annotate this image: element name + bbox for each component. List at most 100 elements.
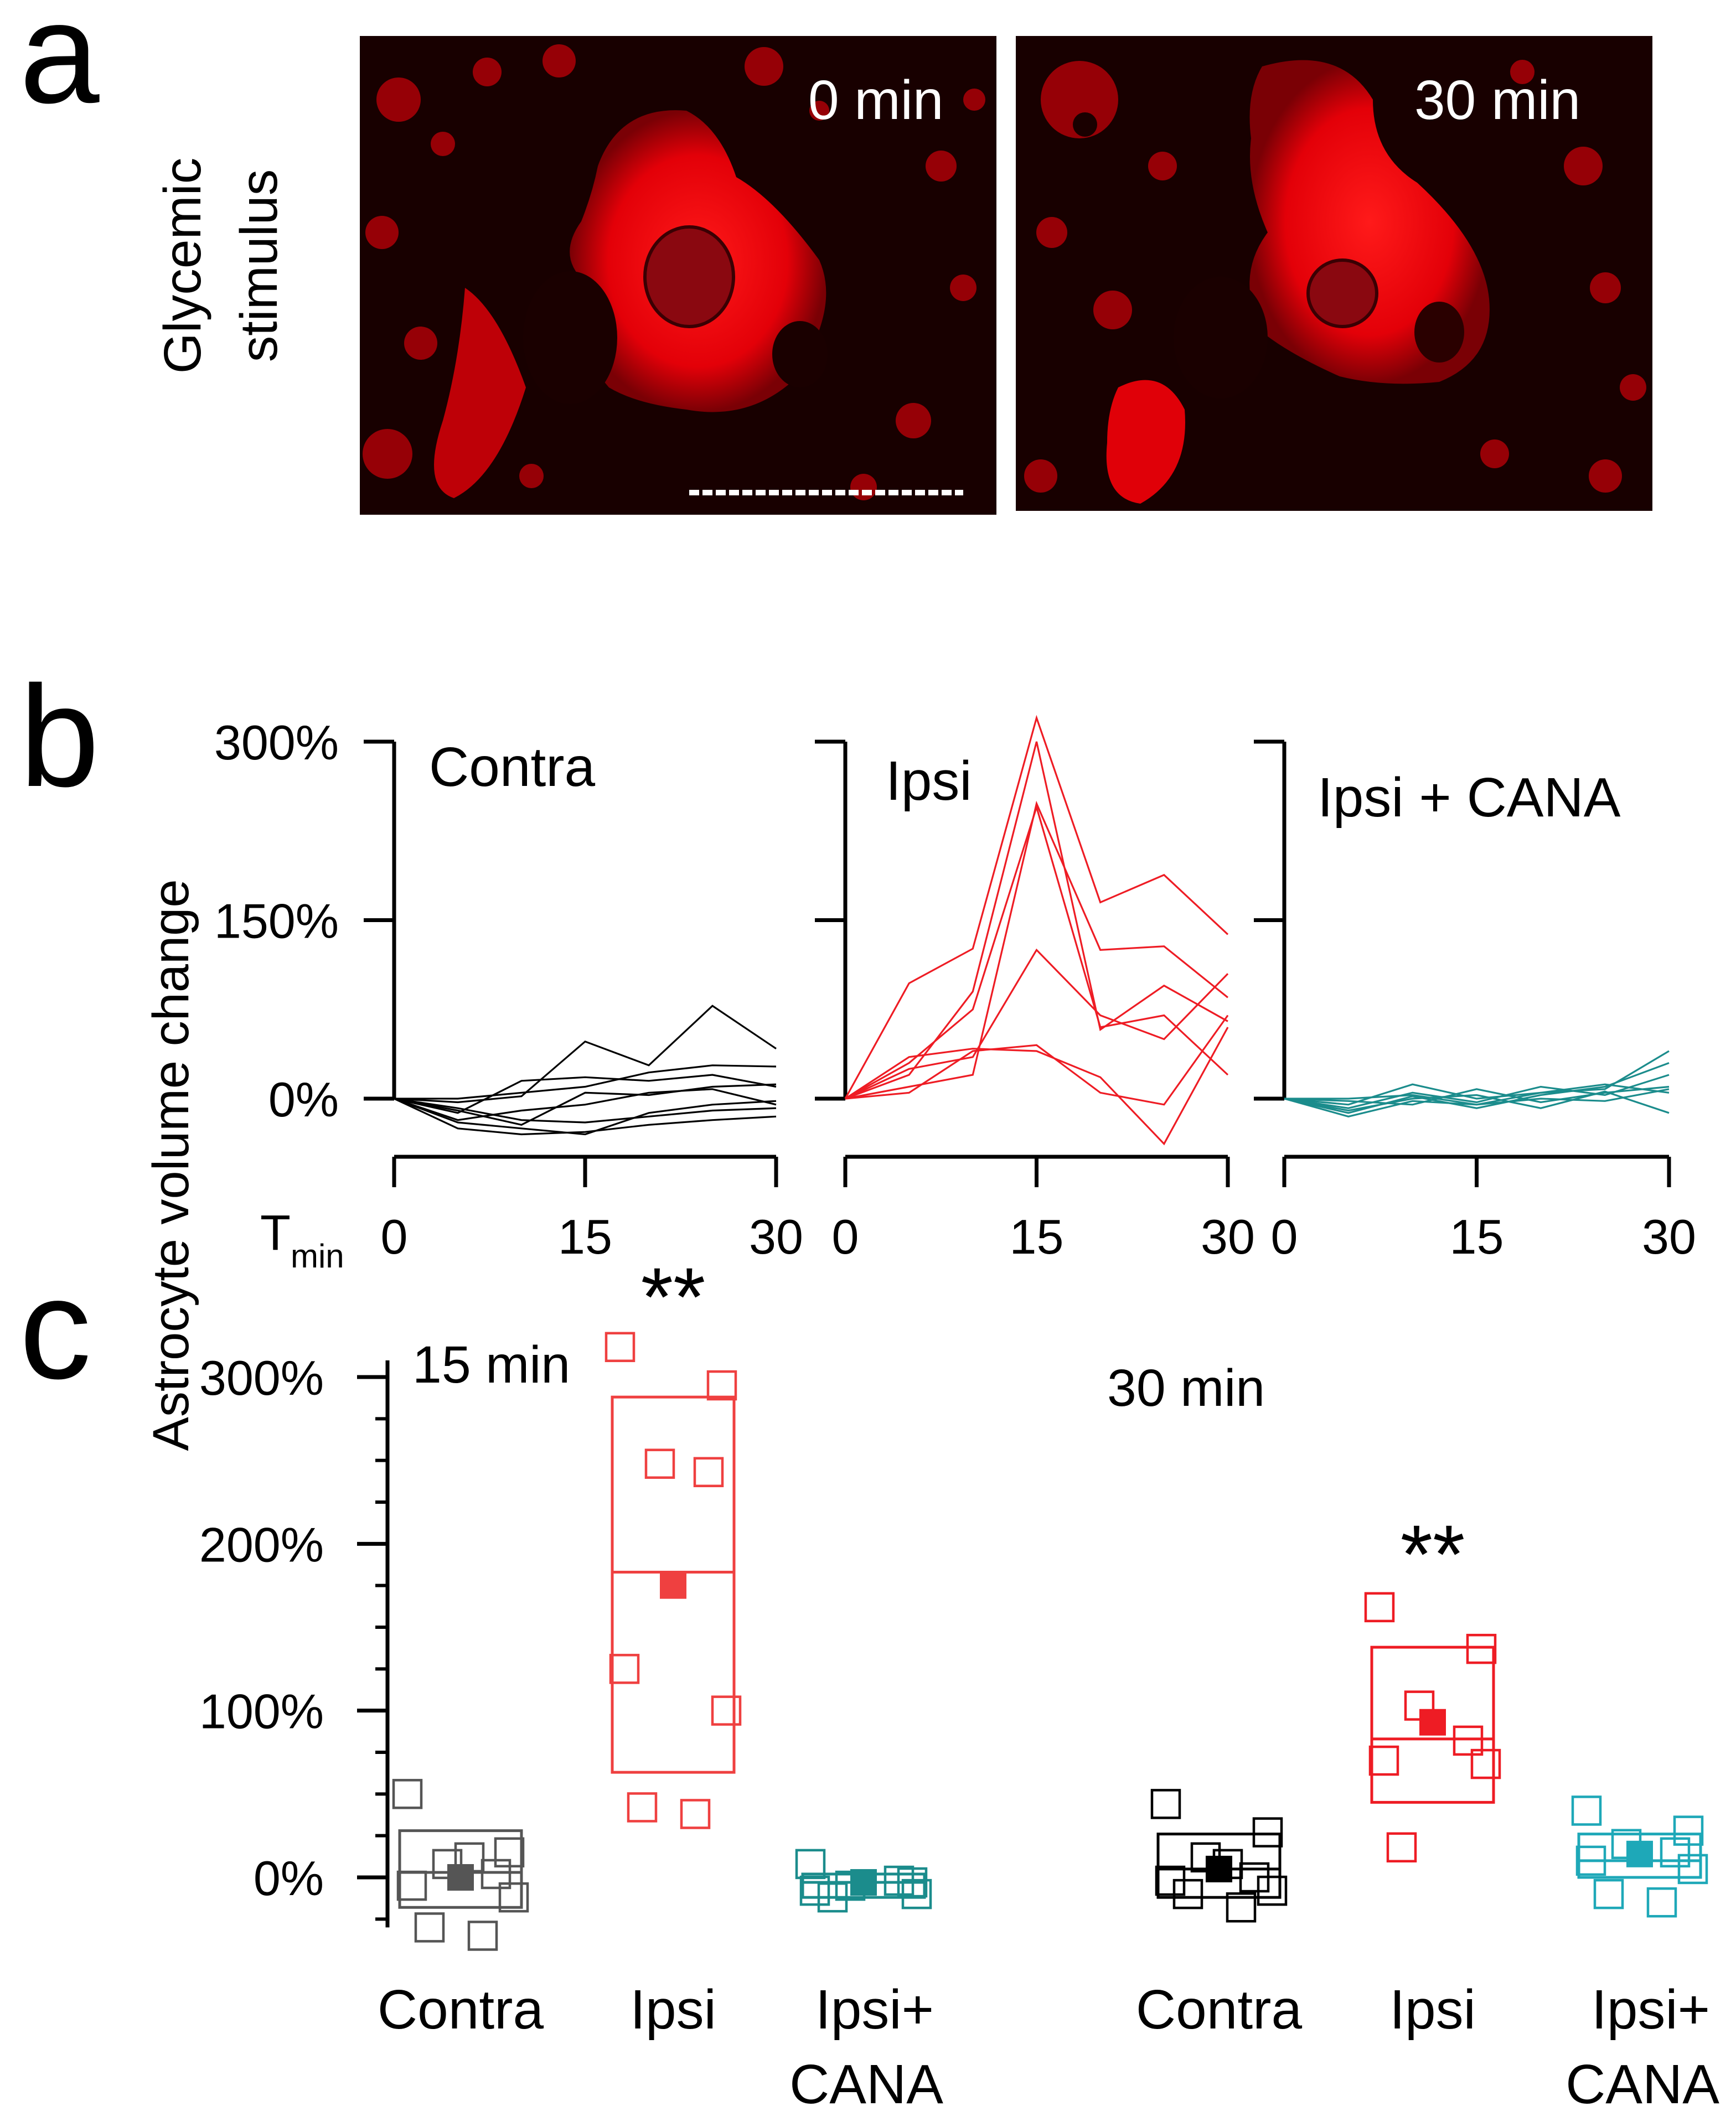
micrograph-30min bbox=[1016, 36, 1652, 511]
series-line-3 bbox=[394, 1074, 777, 1114]
series-line-6 bbox=[1284, 1083, 1670, 1106]
c-category-label: Ipsi+ bbox=[815, 1979, 934, 2041]
c-mean-marker bbox=[1626, 1840, 1653, 1867]
nucleus-0min bbox=[643, 225, 735, 328]
c-category-label: Ipsi bbox=[630, 1979, 716, 2041]
series-line-0 bbox=[1284, 1050, 1670, 1106]
c-y-tick-label: 200% bbox=[199, 1517, 324, 1572]
c-data-point bbox=[467, 1921, 498, 1951]
c-mean-marker bbox=[660, 1572, 686, 1599]
c-data-point bbox=[1386, 1832, 1417, 1863]
x-tick-label: 15 bbox=[1450, 1209, 1504, 1264]
c-data-point bbox=[1252, 1817, 1283, 1847]
c-group-2: Ipsi+ CANA bbox=[1566, 1795, 1719, 2115]
c-data-point bbox=[1575, 1845, 1606, 1876]
c-data-point bbox=[1593, 1878, 1624, 1909]
c-group-2: Ipsi+ CANA bbox=[789, 1849, 943, 2115]
panel-b-ylabel: Astrocyte volume change bbox=[143, 879, 199, 1451]
c-category-label: Ipsi bbox=[1389, 1979, 1476, 2041]
c-y-tick-label: 300% bbox=[199, 1350, 324, 1405]
series-line-0 bbox=[394, 1083, 777, 1126]
c-panel-label: 15 min bbox=[412, 1336, 570, 1394]
series-line-4 bbox=[394, 1088, 777, 1121]
x-tick-label: 15 bbox=[1010, 1209, 1064, 1264]
series-line-6 bbox=[845, 1027, 1229, 1146]
c-data-point bbox=[1257, 1875, 1288, 1906]
c-data-point bbox=[627, 1792, 658, 1823]
series-line-2 bbox=[1284, 1085, 1670, 1106]
c-box bbox=[398, 1829, 523, 1909]
series-line-5 bbox=[845, 1015, 1229, 1106]
time-label-0min: 0 min bbox=[808, 69, 944, 131]
series-line-0 bbox=[844, 715, 1229, 1099]
c-data-point bbox=[644, 1448, 675, 1479]
series-line-5 bbox=[394, 1098, 777, 1124]
c-group-1: Ipsi ** bbox=[604, 1250, 742, 2041]
c-data-point bbox=[1453, 1725, 1484, 1756]
y-tick-label: 0% bbox=[268, 1072, 339, 1127]
series-line-5 bbox=[1284, 1090, 1670, 1114]
c-data-point bbox=[706, 1370, 737, 1401]
c-mean-marker bbox=[1419, 1709, 1446, 1736]
c-data-point bbox=[1660, 1837, 1691, 1868]
x-tick-label: 15 bbox=[558, 1209, 612, 1264]
series-line-4 bbox=[845, 948, 1229, 1100]
x-tick-label: 30 bbox=[1642, 1209, 1696, 1264]
c-subpanel-0: 15 min Contra Ipsi ** Ipsi+ CANA bbox=[378, 1250, 943, 2115]
chart-title: Ipsi bbox=[886, 750, 972, 812]
series-line-1 bbox=[394, 1098, 777, 1136]
row-label-stimulus: stimulus bbox=[230, 169, 288, 362]
c-data-point bbox=[604, 1332, 636, 1363]
c-group-0: Contra bbox=[378, 1779, 544, 2041]
x-axis-label: T bbox=[260, 1205, 291, 1261]
c-data-point bbox=[1470, 1748, 1501, 1779]
c-significance-marker: ** bbox=[1401, 1508, 1465, 1601]
c-y-tick-label: 0% bbox=[254, 1851, 324, 1906]
x-tick-label: 0 bbox=[1271, 1209, 1298, 1264]
c-data-point bbox=[480, 1859, 512, 1890]
c-data-point bbox=[901, 1878, 932, 1909]
series-line-2 bbox=[845, 741, 1228, 1100]
c-box bbox=[1370, 1645, 1495, 1804]
nucleus-30min bbox=[1306, 258, 1378, 328]
panel-letter-c: c bbox=[19, 1249, 91, 1409]
c-group-1: Ipsi ** bbox=[1364, 1508, 1501, 2041]
c-mean-marker bbox=[447, 1864, 474, 1891]
c-subpanel-1: 30 min Contra Ipsi ** Ipsi+ CANA bbox=[1107, 1359, 1719, 2115]
c-data-point bbox=[1466, 1633, 1497, 1664]
c-category-label: CANA bbox=[1566, 2053, 1719, 2115]
line-chart-0: Contra 300% 150% 0% 0 15 30 T min bbox=[214, 715, 803, 1275]
c-group-0: Contra bbox=[1136, 1789, 1302, 2041]
c-panel-label: 30 min bbox=[1107, 1359, 1265, 1417]
x-tick-label: 0 bbox=[381, 1209, 408, 1264]
c-data-point bbox=[711, 1695, 742, 1726]
series-line-3 bbox=[845, 800, 1229, 1100]
panel-letter-a: a bbox=[19, 0, 100, 133]
series-line-1 bbox=[845, 804, 1229, 1100]
c-data-point bbox=[799, 1875, 830, 1906]
c-data-point bbox=[795, 1849, 826, 1880]
y-tick-label: 300% bbox=[214, 715, 339, 770]
x-tick-label: 0 bbox=[832, 1209, 859, 1264]
panel-letter-b: b bbox=[19, 656, 100, 817]
c-category-label: Ipsi+ bbox=[1592, 1979, 1710, 2041]
c-data-point bbox=[396, 1870, 427, 1901]
x-tick-label: 30 bbox=[749, 1209, 803, 1264]
c-data-point bbox=[1368, 1745, 1399, 1776]
c-mean-marker bbox=[1206, 1855, 1232, 1882]
c-data-point bbox=[680, 1799, 711, 1829]
c-data-point bbox=[1364, 1592, 1395, 1623]
row-label-glycemic: Glycemic bbox=[153, 158, 212, 374]
y-tick-label: 150% bbox=[214, 894, 339, 949]
c-category-label: CANA bbox=[789, 2053, 943, 2115]
c-y-tick-label: 100% bbox=[199, 1684, 324, 1739]
series-line-3 bbox=[1284, 1074, 1670, 1109]
panel-c-scatter: 300% 200% 100% 0% 15 min Contra Ipsi ** Ipsi+ CAN… bbox=[199, 1250, 1719, 2115]
c-data-point bbox=[693, 1457, 724, 1488]
line-chart-1: Ipsi 0 15 30 bbox=[815, 715, 1255, 1264]
chart-title: Ipsi + CANA bbox=[1318, 767, 1621, 829]
time-label-30min: 30 min bbox=[1414, 69, 1580, 131]
chart-title: Contra bbox=[429, 736, 596, 798]
